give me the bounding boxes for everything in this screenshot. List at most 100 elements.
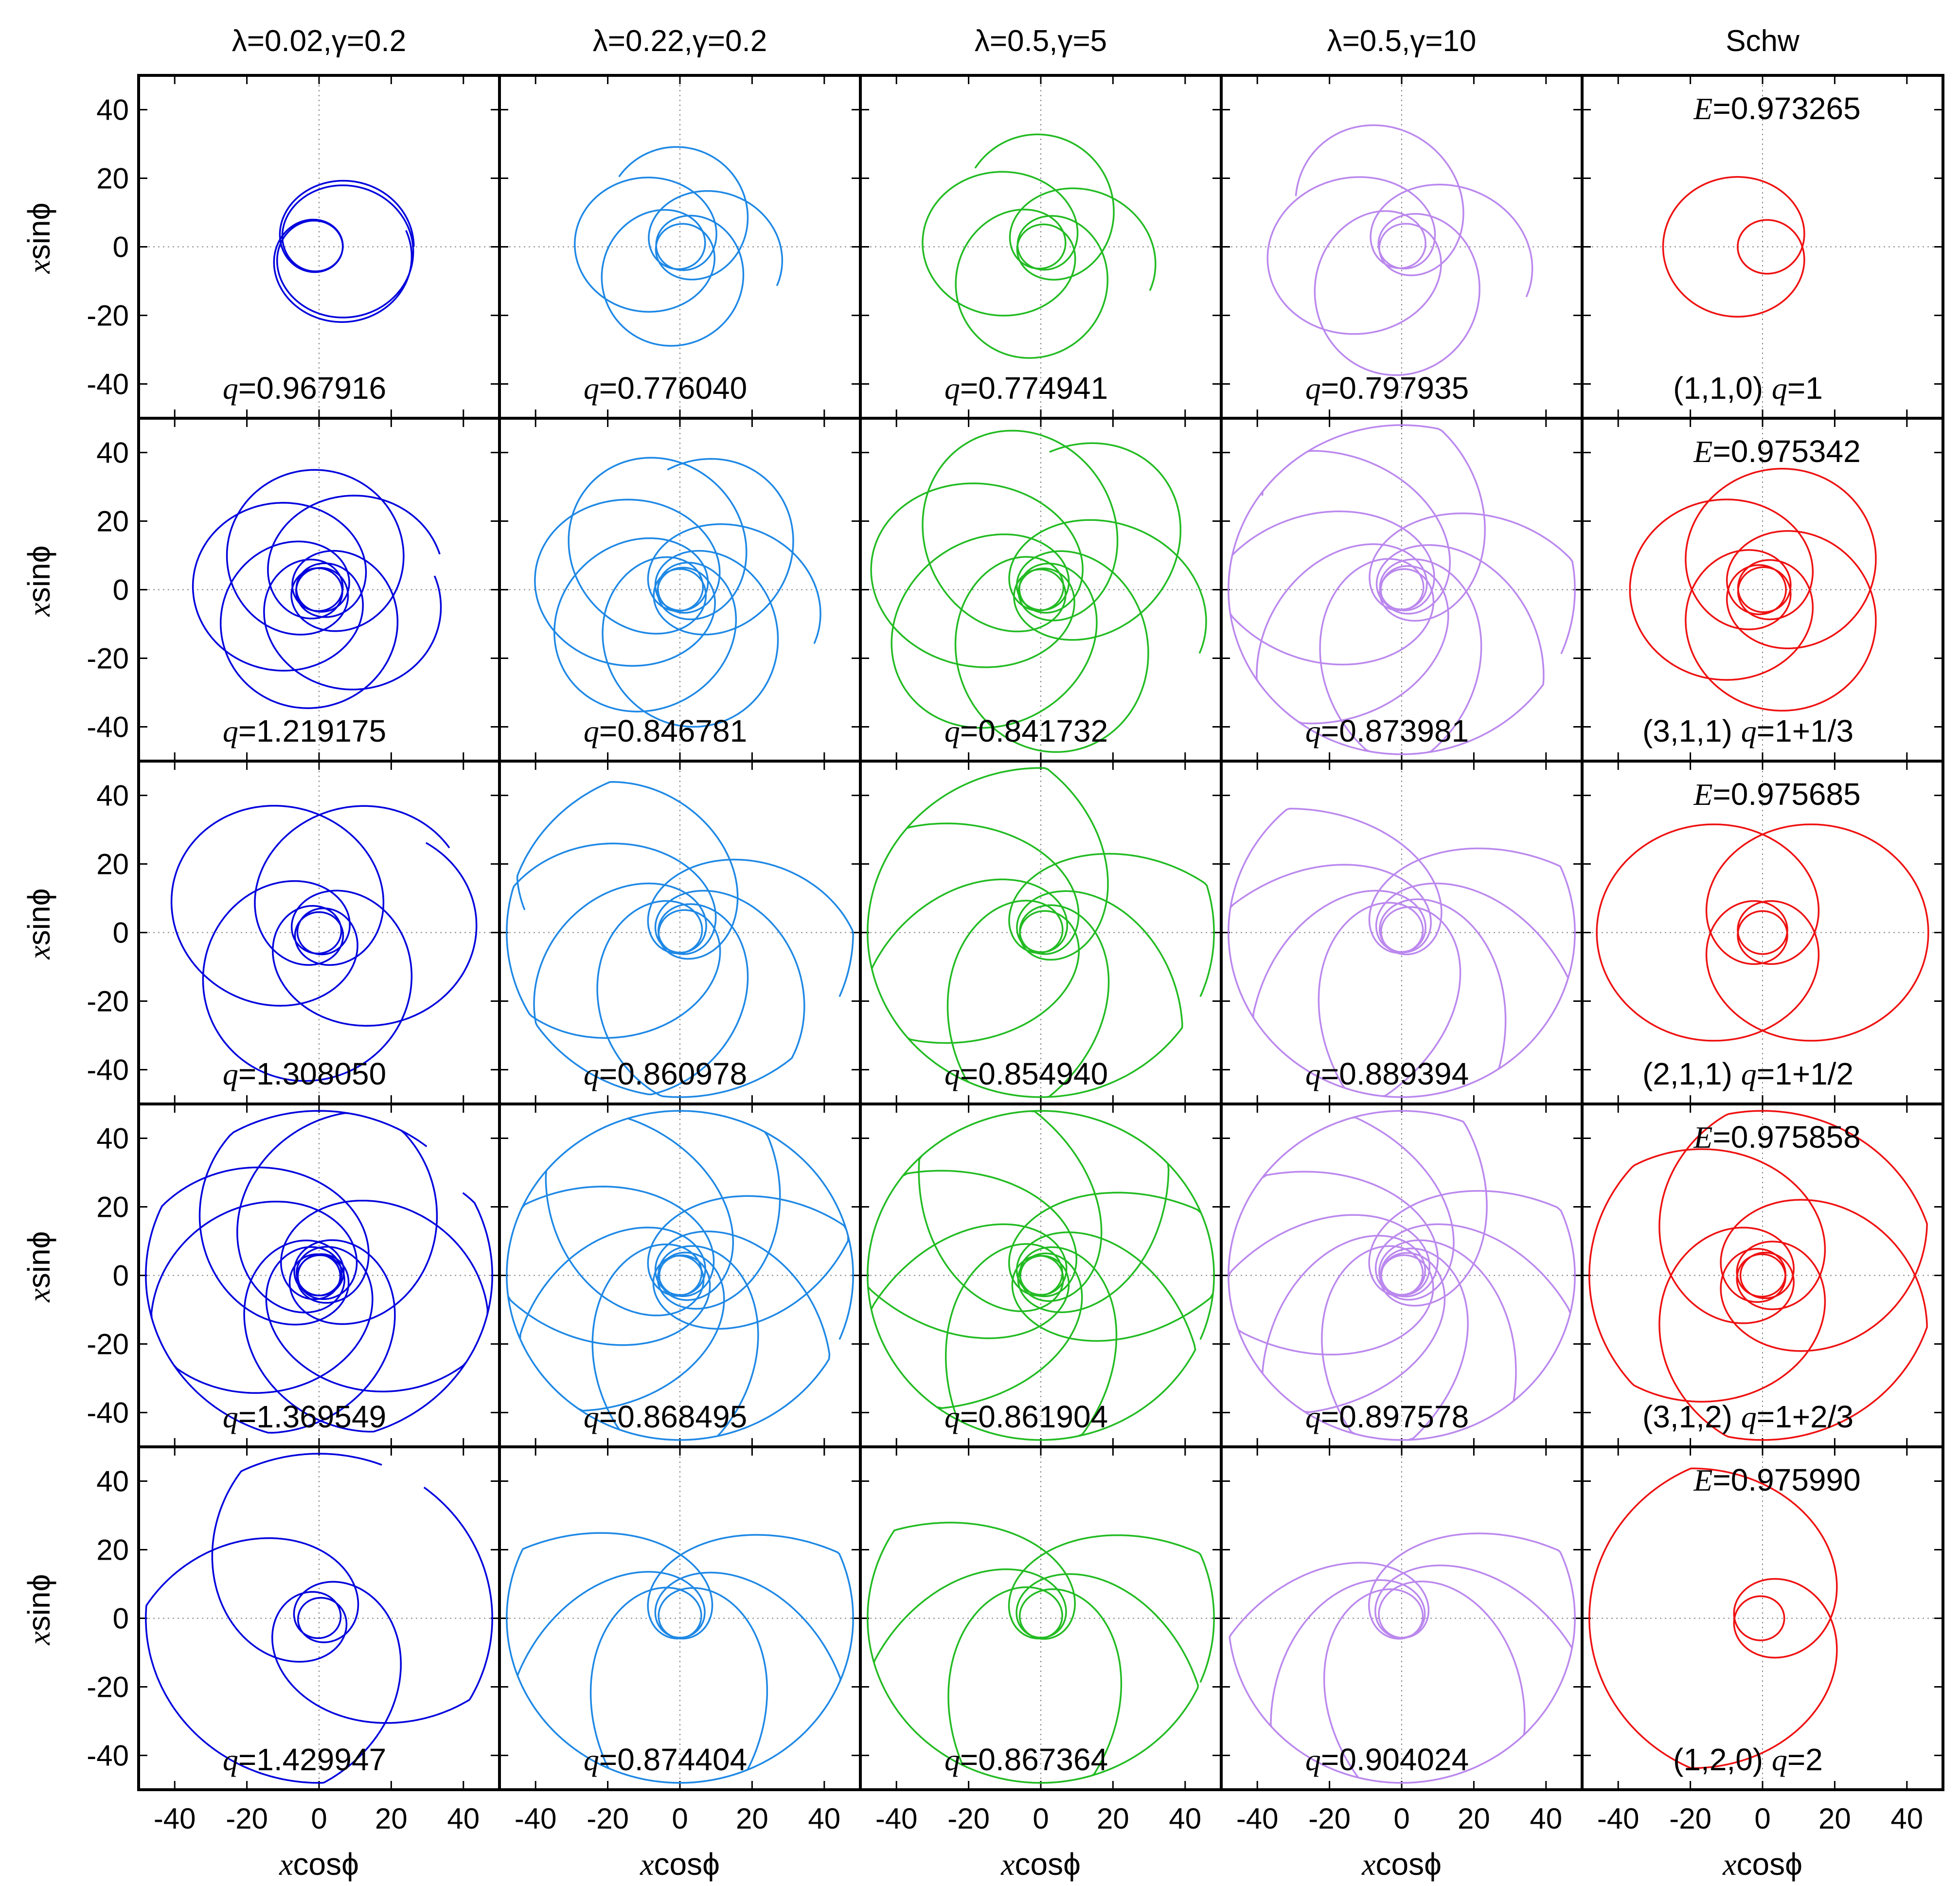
- q-value-label: q=0.860978: [584, 1056, 747, 1091]
- x-tick-label: -20: [587, 1802, 629, 1835]
- y-axis-label: xsinϕ: [21, 1231, 56, 1302]
- orbit-curve: [867, 1110, 1215, 1441]
- orbit-curve: [192, 469, 442, 709]
- x-axis-label: xcosϕ: [1000, 1847, 1081, 1882]
- panel-r2-c5: E=0.975342 (3,1,1) q=1+1/3: [1581, 417, 1944, 763]
- schw-q-label: (1,2,0) q=2: [1673, 1742, 1823, 1777]
- panel-r5-c5: E=0.975990 (1,2,0) q=2 -40 -20 0 20 40: [1581, 1445, 1944, 1835]
- y-tick-label: 0: [113, 917, 129, 949]
- q-value-label: q=0.854940: [944, 1056, 1108, 1091]
- q-value-label: q=0.774941: [944, 371, 1108, 406]
- y-tick-label: 40: [96, 1465, 129, 1498]
- orbit-curve: [506, 781, 854, 1098]
- panel-r5-c2: q=0.874404 -40 -20 0 20 40: [498, 1445, 862, 1835]
- y-tick-label: 20: [96, 505, 129, 538]
- y-tick-label: -20: [87, 1671, 129, 1704]
- q-value-label: q=0.861904: [944, 1399, 1108, 1434]
- y-tick-label: 20: [96, 848, 129, 881]
- orbit-curve: [574, 146, 784, 347]
- q-value-label: q=0.897578: [1305, 1399, 1469, 1434]
- panel-r1-c1: q=0.967916 40 20 0 -20 -40: [87, 74, 501, 420]
- q-value-label: q=0.967916: [223, 371, 386, 406]
- orbit-curve: [1228, 1110, 1576, 1441]
- schw-q-label: (2,1,1) q=1+1/2: [1642, 1056, 1853, 1091]
- x-tick-label: -20: [1308, 1802, 1351, 1835]
- x-tick-label: 40: [1530, 1802, 1562, 1835]
- orbit-curve: [867, 1522, 1215, 1784]
- orbit-curve: [922, 133, 1157, 359]
- schw-q-label: (3,1,2) q=1+2/3: [1642, 1399, 1853, 1434]
- orbit-curve: [170, 804, 478, 1082]
- energy-label: E=0.973265: [1693, 91, 1860, 126]
- y-axis-label: xsinϕ: [21, 545, 56, 617]
- schw-q-label: (1,1,0) q=1: [1673, 371, 1823, 406]
- x-tick-label: -40: [1236, 1802, 1279, 1835]
- y-tick-label: -20: [87, 1328, 129, 1361]
- x-tick-label: 20: [375, 1802, 408, 1835]
- q-value-label: q=0.867364: [944, 1742, 1108, 1777]
- q-value-label: q=0.776040: [584, 371, 747, 406]
- panel-r1-c3: q=0.774941: [859, 74, 1223, 420]
- column-title: λ=0.02,γ=0.2: [232, 24, 407, 58]
- panel-r3-c5: E=0.975685 (2,1,1) q=1+1/2: [1581, 760, 1944, 1105]
- orbit-curve: [534, 457, 821, 728]
- q-value-label: q=0.904024: [1305, 1742, 1469, 1777]
- x-tick-label: 20: [1818, 1802, 1851, 1835]
- panel-grid: q=0.967916 40 20 0 -20 -40 q=0.776040 q=0.77494…: [87, 74, 1944, 1835]
- x-tick-label: -40: [1597, 1802, 1639, 1835]
- y-tick-label: 20: [96, 1191, 129, 1224]
- q-value-label: q=0.846781: [584, 713, 747, 748]
- q-value-label: q=1.369549: [223, 1399, 386, 1434]
- y-tick-label: 20: [96, 162, 129, 195]
- panel-r1-c4: q=0.797935: [1220, 74, 1584, 420]
- x-tick-label: -20: [947, 1802, 990, 1835]
- q-value-label: q=1.429947: [223, 1742, 386, 1777]
- panel-r5-c1: q=1.429947 40 20 0 -20 -40 -40 -20 0 20 40: [87, 1445, 501, 1835]
- q-value-label: q=1.219175: [223, 713, 386, 748]
- y-axis-label: xsinϕ: [21, 202, 56, 274]
- q-value-label: q=1.308050: [223, 1056, 386, 1091]
- x-axis-label: xcosϕ: [279, 1847, 359, 1882]
- q-value-label: q=0.841732: [944, 713, 1108, 748]
- x-tick-label: 40: [1169, 1802, 1201, 1835]
- orbit-curve: [870, 429, 1207, 753]
- x-tick-label: 20: [736, 1802, 768, 1835]
- y-tick-label: -20: [87, 642, 129, 675]
- x-tick-label: 40: [447, 1802, 480, 1835]
- orbit-curve: [1588, 1110, 1928, 1441]
- y-tick-label: -40: [87, 711, 129, 744]
- x-tick-label: 0: [1393, 1802, 1409, 1835]
- y-tick-label: 40: [96, 780, 129, 812]
- orbit-curve: [1662, 176, 1805, 318]
- q-value-label: q=0.874404: [584, 1742, 747, 1777]
- y-axis-label: xsinϕ: [21, 888, 56, 960]
- q-value-label: q=0.797935: [1305, 371, 1469, 406]
- y-axis-label: xsinϕ: [21, 1574, 56, 1645]
- column-title: λ=0.22,γ=0.2: [593, 24, 767, 58]
- panel-r4-c3: q=0.861904: [859, 1103, 1223, 1448]
- x-tick-label: 0: [672, 1802, 688, 1835]
- orbit-curve: [506, 1532, 854, 1784]
- axis-labels: xcosϕ xcosϕ xcosϕ xcosϕ xcosϕ xsinϕ xsinϕ xsinϕ…: [21, 202, 1802, 1882]
- panel-r4-c1: q=1.369549 40 20 0 -20 -40: [87, 1103, 501, 1448]
- x-tick-label: 40: [808, 1802, 840, 1835]
- x-tick-label: -40: [515, 1802, 557, 1835]
- energy-label: E=0.975858: [1693, 1120, 1860, 1155]
- x-tick-label: -40: [154, 1802, 196, 1835]
- q-value-label: q=0.873981: [1305, 713, 1469, 748]
- y-tick-label: -20: [87, 985, 129, 1018]
- y-tick-label: 0: [113, 231, 129, 264]
- x-tick-label: 0: [311, 1802, 327, 1835]
- energy-label: E=0.975990: [1693, 1462, 1860, 1497]
- y-tick-label: -20: [87, 300, 129, 332]
- x-tick-label: -20: [226, 1802, 268, 1835]
- column-title: λ=0.5,γ=5: [975, 24, 1107, 58]
- q-value-label: q=0.889394: [1305, 1056, 1469, 1091]
- y-tick-label: -40: [87, 1397, 129, 1429]
- x-tick-label: 20: [1097, 1802, 1129, 1835]
- panel-r4-c2: q=0.868495: [498, 1103, 862, 1448]
- orbit-curve: [145, 1453, 493, 1784]
- panel-r3-c4: q=0.889394: [1220, 760, 1584, 1105]
- y-tick-label: 20: [96, 1534, 129, 1566]
